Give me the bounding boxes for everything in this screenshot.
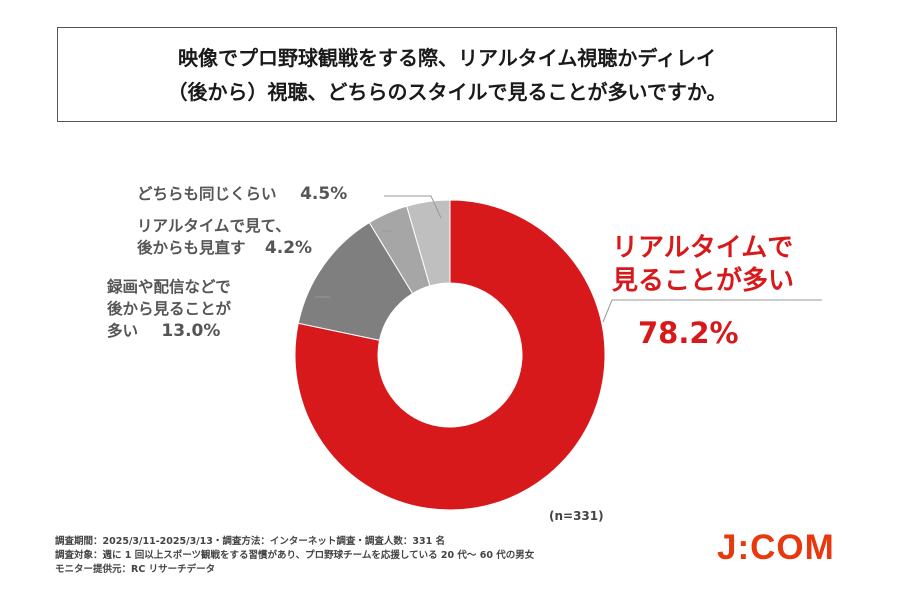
- title-line-2: （後から）視聴、どちらのスタイルで見ることが多いですか。: [167, 79, 727, 104]
- title-line-1: 映像でプロ野球観戦をする際、リアルタイム視聴かディレイ: [178, 45, 716, 70]
- footnote-target: 調査対象：週に 1 回以上スポーツ観戦をする習慣があり、プロ野球チームを応援して…: [55, 550, 535, 561]
- slice-value-delayed: 13.0%: [161, 321, 221, 341]
- slice-label-delayed-line-3: 多い: [107, 322, 139, 340]
- slice-value-both: 4.2%: [264, 238, 313, 258]
- footnotes: 調査期間：2025/3/11-2025/3/13・調査方法：インターネット調査・…: [55, 535, 534, 577]
- slice-same: [406, 199, 451, 287]
- footnote-period: 調査期間：2025/3/11-2025/3/13・調査方法：インターネット調査・…: [55, 536, 446, 547]
- slice-label-realtime: リアルタイムで 見ることが多い 78.2%: [612, 232, 794, 350]
- slice-value-same: 4.5%: [300, 184, 348, 204]
- title-box: 映像でプロ野球観戦をする際、リアルタイム視聴かディレイ （後から）視聴、どちらの…: [57, 27, 837, 122]
- sample-size: (n=331): [549, 509, 604, 523]
- slice-label-realtime-line-2: 見ることが多い: [612, 266, 795, 296]
- slice-realtime: [294, 199, 606, 511]
- slice-label-delayed: 録画や配信などで 後から見ることが 多い 13.0%: [107, 276, 231, 342]
- slice-label-both-line-1: リアルタイムで見て、: [137, 217, 291, 235]
- leader-line-same: [384, 195, 442, 219]
- slice-label-both: リアルタイムで見て、 後からも見直す 4.2%: [137, 215, 312, 259]
- footnote-source: モニター提供元：RC リサーチデータ: [55, 564, 216, 575]
- slice-label-realtime-line-1: リアルタイムで: [612, 233, 794, 263]
- jcom-logo: J:COM: [717, 528, 835, 567]
- slice-label-same: どちらも同じくらい 4.5%: [137, 183, 347, 205]
- slice-label-delayed-line-2: 後から見ることが: [107, 300, 232, 318]
- slice-label-both-line-2: 後からも見直す: [137, 239, 246, 257]
- slice-label-delayed-line-1: 録画や配信などで: [107, 278, 231, 296]
- slice-value-realtime: 78.2%: [638, 316, 739, 350]
- leader-line-realtime: [602, 299, 822, 323]
- slice-label-same-line-1: どちらも同じくらい: [137, 185, 277, 203]
